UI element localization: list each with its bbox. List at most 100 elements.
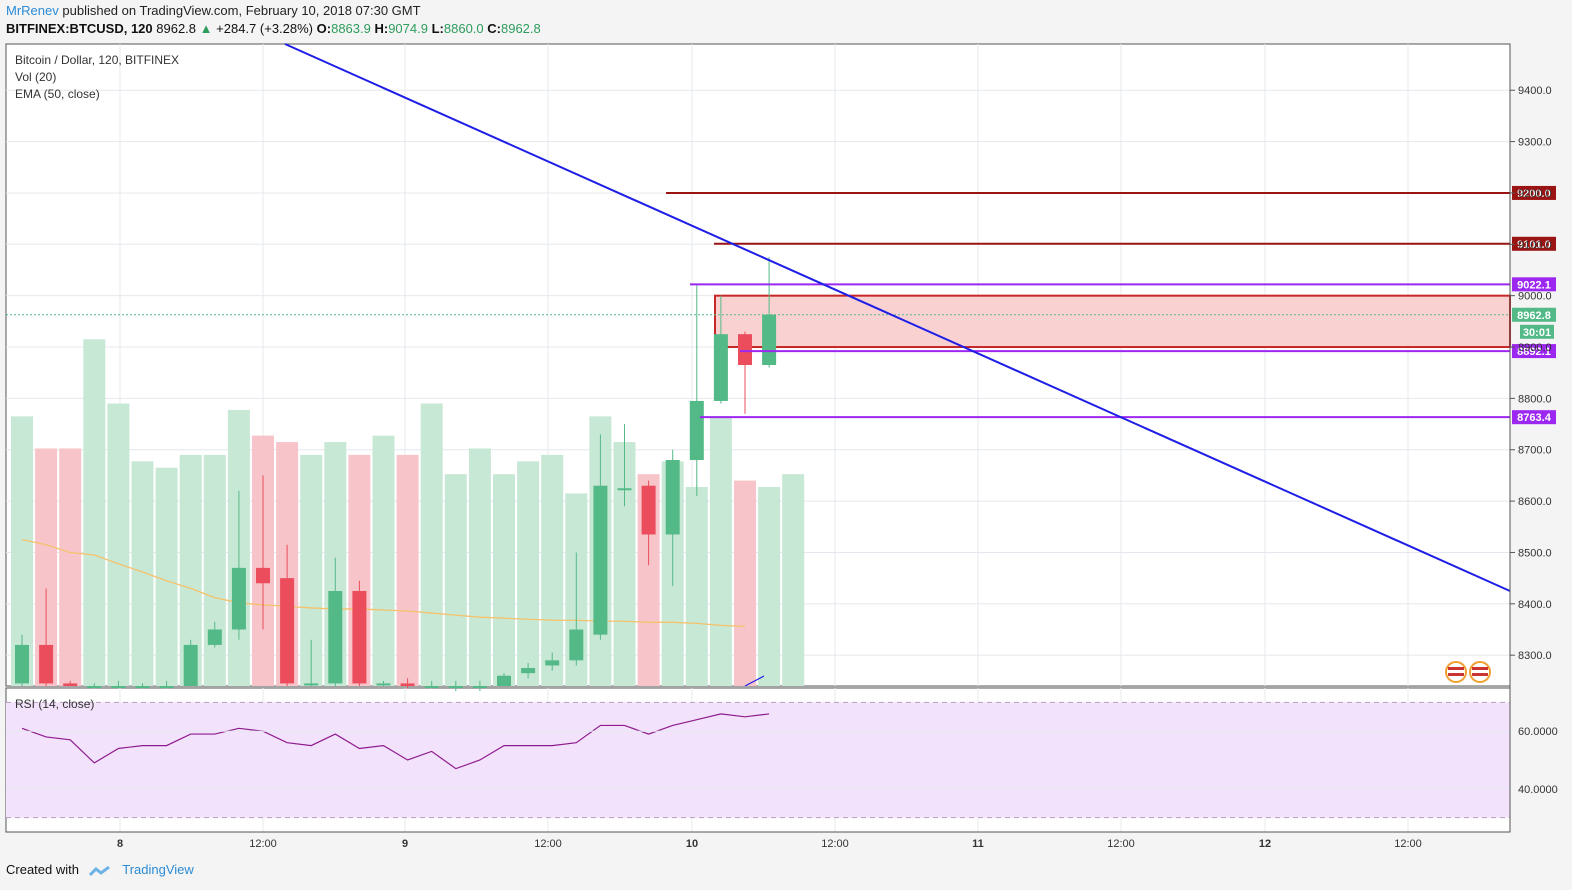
ema-line — [21, 538, 746, 628]
level-badge — [1512, 344, 1556, 359]
volume-bar — [782, 474, 805, 686]
created-with: Created with — [6, 862, 79, 877]
candle — [497, 673, 511, 686]
y-tick-label: 8400.0 — [1518, 599, 1552, 611]
candle-body — [87, 686, 102, 688]
rsi-band — [6, 702, 1510, 818]
y-tick-label: 8700.0 — [1518, 445, 1552, 457]
rsi-tick-label: 60.0000 — [1518, 726, 1558, 738]
candle — [424, 680, 439, 689]
trend-line — [284, 43, 1511, 592]
candle — [521, 662, 536, 679]
x-tick-label: 8 — [117, 838, 123, 850]
candle — [762, 257, 777, 368]
candle — [738, 331, 752, 414]
supply-zone — [714, 294, 1511, 349]
candle — [63, 680, 78, 686]
level-badge — [1512, 236, 1556, 251]
candle-body — [641, 485, 656, 535]
volume-bar — [493, 474, 515, 686]
x-tick-label: 10 — [686, 838, 698, 850]
y-tick-label: 8900.0 — [1518, 342, 1552, 354]
y-tick-label: 9100.0 — [1518, 239, 1552, 251]
candle-body — [424, 686, 439, 688]
level-label: 8962.8 — [1517, 310, 1551, 322]
rsi-legend: RSI (14, close) — [15, 697, 94, 711]
candle-body — [159, 686, 174, 688]
x-tick-label: 12:00 — [534, 838, 562, 850]
candle-body — [569, 629, 584, 661]
candle — [617, 424, 632, 507]
candle — [665, 449, 680, 586]
volume-bar — [203, 454, 226, 686]
x-tick-label: 12:00 — [821, 838, 849, 850]
symbol-label: BITFINEX:BTCUSD, 120 — [6, 21, 153, 36]
candle — [448, 680, 463, 692]
candle — [231, 490, 246, 640]
low-label: L: — [431, 21, 444, 36]
tradingview-link[interactable]: TradingView — [122, 862, 194, 877]
candle — [207, 621, 222, 648]
candle-body — [231, 567, 246, 630]
ema-legend: EMA (50, close) — [15, 87, 100, 101]
up-arrow-icon: ▲ — [199, 21, 213, 36]
volume-bar — [468, 448, 491, 686]
volume-bar — [372, 435, 395, 686]
level-label: 8763.4 — [1517, 412, 1552, 424]
candle — [689, 285, 704, 496]
candle-body — [376, 683, 391, 686]
candle — [159, 680, 174, 689]
candle-body — [183, 644, 198, 686]
rsi-line — [21, 713, 770, 770]
candle — [352, 580, 367, 686]
candle — [545, 652, 560, 671]
candle — [111, 680, 126, 689]
candle-body — [400, 683, 415, 686]
y-tick-label: 9300.0 — [1518, 137, 1552, 149]
y-tick-label: 8500.0 — [1518, 547, 1552, 559]
candle — [713, 295, 728, 404]
candle-body — [304, 683, 319, 686]
volume-bar — [11, 416, 33, 686]
candle-body — [111, 686, 126, 688]
x-tick-label: 12 — [1259, 838, 1271, 850]
high-label: H: — [374, 21, 389, 36]
author-link[interactable]: MrRenev — [6, 3, 59, 18]
candle — [135, 683, 150, 689]
volume-bar — [734, 480, 756, 686]
candle-body — [135, 686, 150, 688]
candle-body — [545, 660, 560, 666]
candle-body — [280, 578, 295, 684]
x-tick-label: 12:00 — [1394, 838, 1422, 850]
level-badge — [1512, 307, 1556, 322]
volume-bar — [685, 486, 708, 686]
volume-bar — [613, 442, 636, 686]
candle — [593, 434, 608, 640]
high-value: 9074.9 — [388, 21, 428, 36]
flag-icon[interactable] — [1445, 661, 1491, 683]
candle — [39, 588, 54, 686]
level-label: 9022.1 — [1517, 279, 1551, 291]
candle-body — [39, 644, 54, 684]
y-tick-label: 9200.0 — [1518, 188, 1552, 200]
small-trend — [744, 675, 765, 687]
volume-bar — [35, 448, 58, 686]
level-badge — [1512, 185, 1556, 200]
volume-bar — [131, 461, 154, 686]
level-label: 9200.0 — [1517, 188, 1551, 200]
publish-text: published on TradingView.com, February 1… — [62, 3, 421, 18]
y-tick-label: 9400.0 — [1518, 85, 1552, 97]
volume-bar — [396, 454, 419, 686]
candle-body — [63, 683, 78, 686]
volume-bar — [107, 403, 130, 686]
candle-body — [762, 314, 777, 365]
open-label: O: — [316, 21, 332, 36]
candle-body — [665, 460, 680, 535]
quote-bar: BITFINEX:BTCUSD, 120 8962.8 ▲ +284.7 (+3… — [6, 21, 541, 36]
close-value: 8962.8 — [500, 21, 541, 36]
last-price: 8962.8 — [156, 21, 197, 36]
y-tick-label: 9000.0 — [1518, 291, 1552, 303]
candle-body — [207, 629, 222, 645]
countdown-badge — [1520, 324, 1554, 339]
